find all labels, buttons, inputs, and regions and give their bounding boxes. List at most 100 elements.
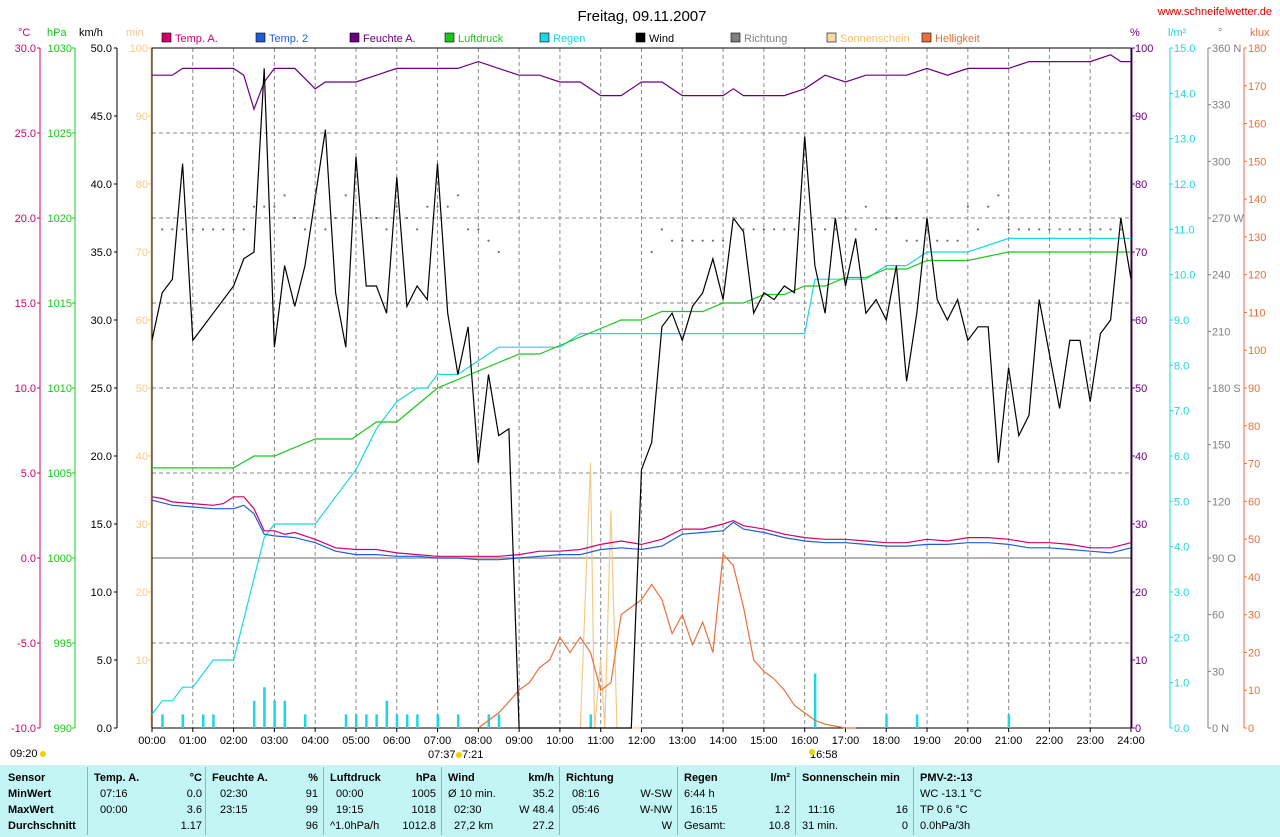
luft-trend: ^1.0hPa/h (330, 820, 380, 832)
x-tick-label: 03:00 (261, 735, 289, 747)
temp-tick-label: 25.0 (15, 128, 36, 140)
richtung-point (242, 228, 245, 231)
stats-divider (559, 767, 560, 835)
min-tick-label: 20 (136, 587, 148, 599)
hpa-tick-label: 1020 (48, 213, 72, 225)
klux-tick-label: 110 (1248, 307, 1266, 319)
temp-max-value: 3.6 (186, 804, 202, 816)
stats-divider (913, 767, 914, 835)
min-tick-label: 50 (136, 383, 148, 395)
lm2-tick-label: 1.0 (1174, 678, 1189, 690)
x-tick-label: 02:00 (220, 735, 248, 747)
lm2-tick-label: 2.0 (1174, 632, 1189, 644)
richtung-point (701, 239, 704, 242)
lm2-tick-label: 0.0 (1174, 723, 1189, 735)
richtung-point (283, 194, 286, 197)
rain-bar (181, 714, 185, 728)
x-tick-label: 19:00 (913, 735, 941, 747)
stats-col-sonne: Sonnenschein min 11:16 16 31 min. 0 (802, 765, 908, 837)
rain-bar (385, 700, 389, 728)
lm2-tick-label: 4.0 (1174, 542, 1189, 554)
kmh-tick-label: 50.0 (91, 43, 112, 55)
min-tick-label: 60 (136, 315, 148, 327)
hpa-tick-label: 1010 (48, 383, 72, 395)
legend-label: Luftdruck (458, 33, 504, 45)
x-tick-label: 01:00 (179, 735, 207, 747)
kmh-tick-label: 15.0 (91, 519, 112, 531)
time-markers: 09:20 07:37 7:21 16:58 (10, 748, 838, 761)
stats-col-luftdruck: Luftdruck hPa 00:00 1005 19:15 1018 ^1.0… (330, 765, 436, 837)
richtung-point (446, 205, 449, 208)
richtung-point (691, 239, 694, 242)
lm2-tick-label: 11.0 (1174, 224, 1195, 236)
stats-col-pmv: PMV-2:-13 WC -13.1 °C TP 0.6 °C 0.0hPa/3… (920, 765, 1030, 837)
richtung-point (1027, 228, 1031, 231)
richtung-point (793, 228, 796, 231)
temp-a-line (151, 496, 1132, 557)
richtung-point (803, 228, 806, 231)
richtung-point (334, 216, 337, 220)
richtung-point (681, 239, 684, 242)
klux-tick-label: 130 (1248, 232, 1266, 244)
temp-avg-value: 1.17 (180, 820, 202, 832)
wind-max-time: 02:30 (454, 804, 482, 816)
legend-swatch (349, 32, 360, 43)
site-url[interactable]: www.schneifelwetter.de (1157, 6, 1272, 18)
deg-tick-label: 30 (1212, 666, 1224, 678)
richtung-point (273, 205, 276, 208)
richtung-point (987, 205, 990, 208)
pct-tick-label: 90 (1135, 111, 1147, 123)
klux-tick-label: 180 (1248, 43, 1266, 55)
legend-label: Regen (553, 33, 585, 45)
rain-bar (354, 714, 358, 728)
temp-tick-label: -10.0 (11, 723, 36, 735)
feuchte-a-line (152, 54, 1131, 112)
rain-bar (813, 673, 817, 728)
luft-unit: hPa (415, 772, 436, 784)
temp-2-line (151, 499, 1132, 561)
richtung-point (732, 216, 735, 220)
richtung-point (191, 228, 194, 231)
kmh-tick-label: 30.0 (91, 315, 112, 327)
richtung-point (925, 228, 929, 231)
legend-label: Wind (649, 33, 674, 45)
richtung-point (324, 228, 327, 231)
grid (151, 47, 1132, 729)
moonrise-label: 09:20 (10, 748, 38, 760)
helligkeit-line (477, 552, 856, 729)
legend-label: Feuchte A. (363, 33, 416, 45)
rain-bar (405, 714, 409, 728)
regen-max-time: 16:15 (690, 804, 718, 816)
rain-bar (212, 714, 215, 728)
richtung-point (1048, 228, 1051, 231)
richtung-min-value: W-SW (640, 788, 672, 800)
klux-tick-label: 170 (1248, 81, 1266, 93)
luft-header: Luftdruck (330, 772, 381, 784)
klux-tick-label: 80 (1248, 421, 1260, 433)
klux-axis-unit: klux (1250, 27, 1270, 39)
x-tick-label: 20:00 (954, 735, 982, 747)
deg-tick-label: 300 (1212, 156, 1230, 168)
legend-label: Sonnenschein (840, 33, 910, 45)
richtung-point (293, 216, 296, 220)
stats-row-min: MinWert (8, 788, 52, 800)
wind-line (151, 68, 1132, 729)
richtung-point (161, 228, 164, 231)
wind-unit: km/h (528, 772, 554, 784)
stats-row-max: MaxWert (8, 804, 54, 816)
richtung-point (864, 205, 867, 208)
rain-bar (201, 714, 205, 728)
x-tick-label: 08:00 (465, 735, 493, 747)
statistics-panel: Sensor MinWert MaxWert Durchschnitt Temp… (0, 765, 1280, 837)
min-tick-label: 80 (136, 179, 148, 191)
feuchte-header: Feuchte A. (212, 772, 268, 784)
richtung-header: Richtung (566, 772, 614, 784)
richtung-point (314, 194, 317, 197)
wind-header: Wind (448, 772, 475, 784)
sunrise-label: 07:37 (428, 749, 456, 761)
klux-tick-label: 40 (1248, 572, 1260, 584)
kmh-tick-label: 0.0 (97, 723, 112, 735)
temp-tick-label: 20.0 (15, 213, 36, 225)
temp-min-time: 07:16 (100, 788, 128, 800)
richtung-point (1007, 228, 1010, 231)
